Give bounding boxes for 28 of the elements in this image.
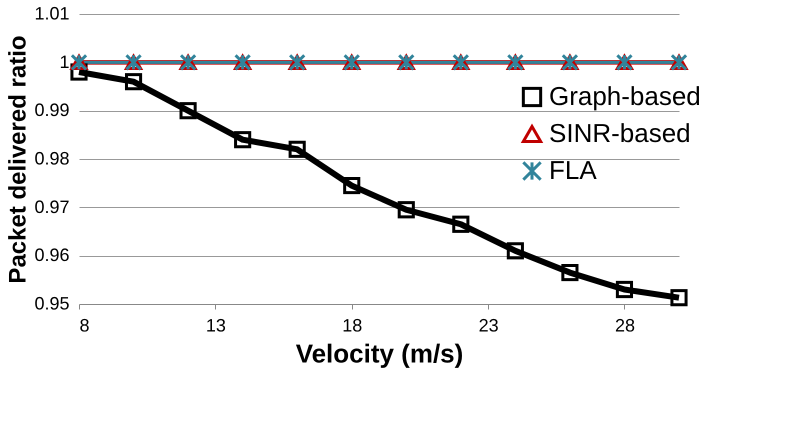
x-tick-label: 18 [342, 316, 362, 336]
x-tick-label: 28 [614, 316, 635, 336]
point [180, 102, 197, 120]
y-tick-label: 1 [59, 52, 70, 72]
legend-label: FLA [549, 155, 598, 185]
y-axis-title: Packet delivered ratio [4, 35, 32, 284]
x-tick-label: 8 [80, 316, 90, 336]
point [343, 177, 360, 194]
x-axis-title: Velocity (m/s) [296, 338, 464, 368]
x-tick-label: 23 [478, 316, 499, 336]
point [398, 201, 415, 218]
y-tick-label: 0.96 [34, 245, 70, 266]
point [670, 289, 688, 306]
legend-label: SINR-based [549, 118, 691, 148]
point [288, 140, 306, 158]
y-tick-label: 0.97 [34, 196, 70, 217]
y-tick-label: 0.99 [34, 100, 70, 120]
point [124, 73, 142, 90]
y-tick-label: 0.98 [34, 148, 70, 168]
y-tick-label: 1.01 [34, 4, 70, 24]
x-tick-label: 13 [206, 316, 226, 336]
legend-label: Graph-based [549, 81, 701, 111]
point [506, 242, 524, 260]
point [561, 264, 578, 282]
y-tick-label: 0.95 [34, 294, 70, 314]
point [452, 216, 470, 233]
point [234, 131, 252, 148]
point [616, 280, 634, 298]
